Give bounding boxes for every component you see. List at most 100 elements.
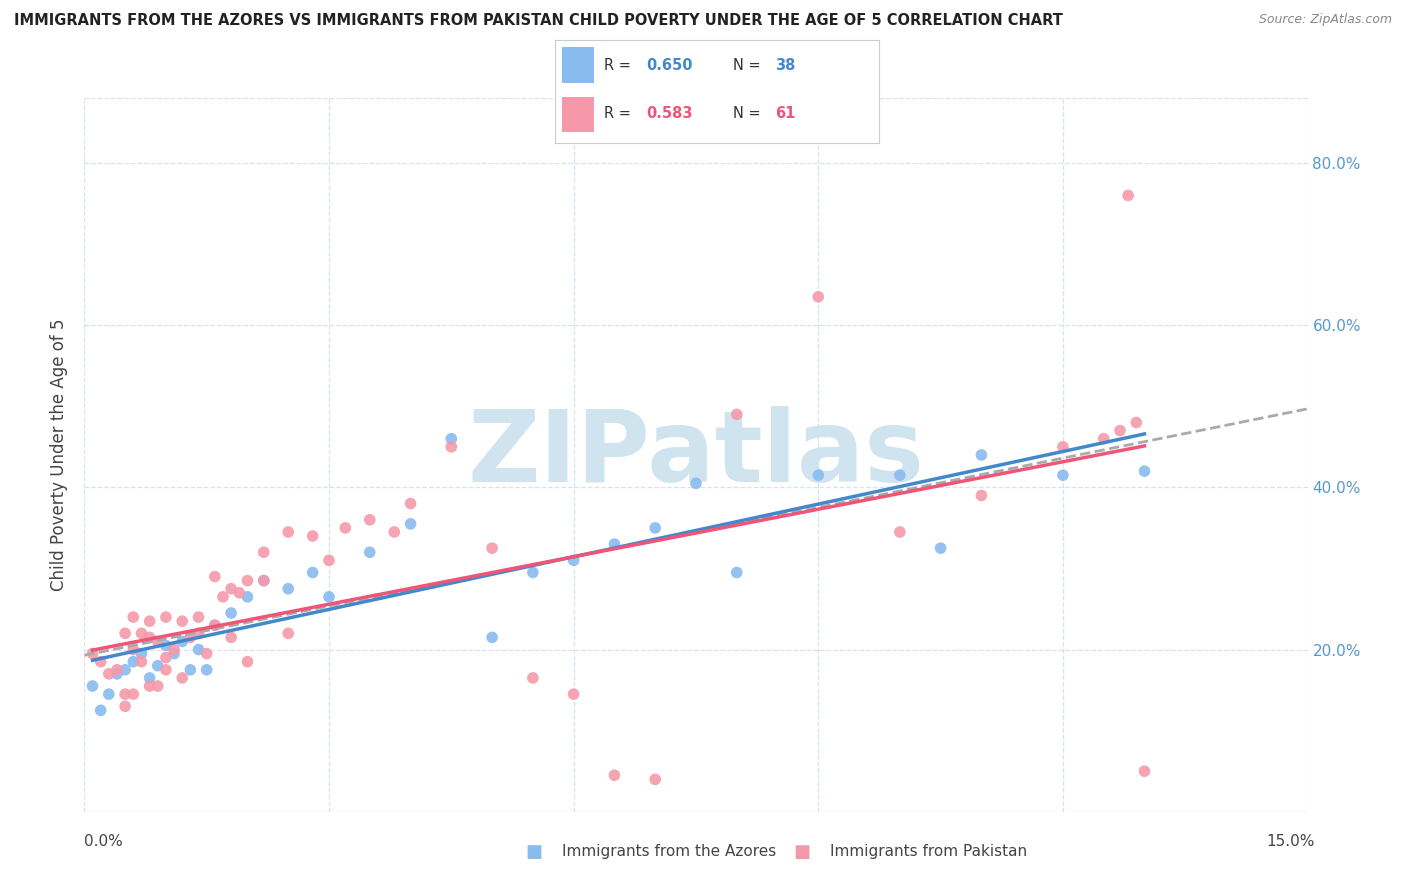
Point	[90, 655, 112, 669]
Point	[1052, 468, 1074, 483]
Point	[187, 626, 209, 640]
Point	[122, 610, 145, 624]
Point	[228, 586, 250, 600]
Point	[359, 513, 381, 527]
Point	[122, 642, 145, 657]
Point	[440, 440, 463, 454]
Point	[219, 582, 242, 596]
Point	[138, 679, 160, 693]
Point	[970, 488, 993, 502]
Point	[889, 524, 911, 539]
Text: Source: ZipAtlas.com: Source: ZipAtlas.com	[1258, 13, 1392, 27]
Bar	[562, 96, 595, 132]
Point	[82, 679, 104, 693]
Point	[1092, 432, 1115, 446]
Text: ■: ■	[793, 843, 810, 861]
Point	[219, 606, 242, 620]
Point	[172, 614, 194, 628]
Text: 0.583: 0.583	[645, 106, 692, 121]
Point	[155, 663, 177, 677]
Text: ZIPatlas: ZIPatlas	[468, 407, 924, 503]
Point	[644, 772, 666, 787]
Text: Immigrants from the Azores: Immigrants from the Azores	[562, 845, 776, 859]
Point	[204, 569, 226, 583]
Point	[970, 448, 993, 462]
Text: R =: R =	[605, 106, 636, 121]
Point	[172, 671, 194, 685]
Point	[253, 574, 276, 588]
Point	[138, 671, 160, 685]
Point	[359, 545, 381, 559]
Point	[172, 634, 194, 648]
Point	[1125, 416, 1147, 430]
Text: 15.0%: 15.0%	[1267, 834, 1315, 849]
Point	[929, 541, 952, 556]
Point	[301, 566, 323, 580]
Point	[603, 768, 626, 782]
Point	[562, 553, 585, 567]
Point	[131, 626, 153, 640]
Point	[90, 703, 112, 717]
Point	[195, 647, 218, 661]
Point	[603, 537, 626, 551]
Point	[1052, 440, 1074, 454]
Point	[277, 524, 299, 539]
Point	[138, 614, 160, 628]
Point	[236, 655, 259, 669]
Text: IMMIGRANTS FROM THE AZORES VS IMMIGRANTS FROM PAKISTAN CHILD POVERTY UNDER THE A: IMMIGRANTS FROM THE AZORES VS IMMIGRANTS…	[14, 13, 1063, 29]
Point	[253, 545, 276, 559]
Point	[219, 631, 242, 645]
Point	[318, 553, 340, 567]
Point	[114, 699, 136, 714]
Point	[562, 687, 585, 701]
Point	[114, 663, 136, 677]
Point	[253, 574, 276, 588]
Point	[212, 590, 235, 604]
Point	[105, 663, 128, 677]
Point	[114, 687, 136, 701]
Point	[1109, 424, 1132, 438]
Y-axis label: Child Poverty Under the Age of 5: Child Poverty Under the Age of 5	[51, 318, 69, 591]
Point	[97, 687, 120, 701]
Point	[131, 647, 153, 661]
Text: N =: N =	[734, 106, 765, 121]
Point	[146, 634, 169, 648]
Point	[807, 468, 830, 483]
Point	[1133, 464, 1156, 478]
Point	[1116, 188, 1139, 202]
Point	[114, 626, 136, 640]
Point	[204, 618, 226, 632]
Point	[807, 290, 830, 304]
Point	[335, 521, 357, 535]
Text: ■: ■	[526, 843, 543, 861]
Point	[122, 687, 145, 701]
Text: 0.650: 0.650	[645, 58, 692, 73]
Point	[301, 529, 323, 543]
Point	[97, 666, 120, 681]
Point	[685, 476, 707, 491]
Point	[236, 574, 259, 588]
Point	[725, 566, 748, 580]
Point	[382, 524, 405, 539]
Point	[481, 631, 503, 645]
Point	[122, 655, 145, 669]
Text: 0.0%: 0.0%	[84, 834, 124, 849]
Point	[481, 541, 503, 556]
Point	[146, 679, 169, 693]
Point	[440, 432, 463, 446]
Point	[399, 497, 422, 511]
Text: 38: 38	[775, 58, 796, 73]
Point	[155, 639, 177, 653]
Point	[155, 650, 177, 665]
Point	[187, 642, 209, 657]
Point	[163, 642, 186, 657]
Point	[644, 521, 666, 535]
Point	[131, 655, 153, 669]
Point	[82, 647, 104, 661]
Point	[725, 408, 748, 422]
Point	[522, 671, 544, 685]
Point	[399, 516, 422, 531]
Point	[277, 626, 299, 640]
Point	[179, 631, 201, 645]
Point	[195, 663, 218, 677]
